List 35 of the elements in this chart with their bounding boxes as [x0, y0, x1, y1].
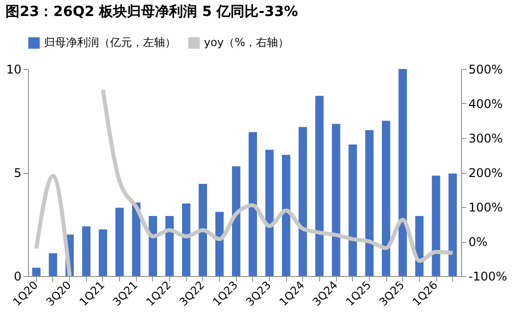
y2-tick-label: 0% — [468, 235, 488, 249]
bar — [248, 132, 257, 276]
bar — [398, 69, 407, 276]
chart-title: 图23：26Q2 板块归母净利润 5 亿同比-33% — [6, 3, 298, 20]
bar — [382, 120, 390, 276]
legend-label: yoy（%，右轴） — [204, 36, 290, 49]
bar — [432, 176, 440, 276]
bar — [148, 216, 158, 276]
bar — [115, 208, 124, 276]
y2-tick-label: -100% — [468, 270, 508, 284]
bar — [332, 124, 340, 276]
bar — [265, 150, 274, 276]
bar — [365, 130, 374, 276]
bar — [298, 126, 307, 276]
bar — [82, 226, 90, 276]
y2-tick-label: 400% — [468, 97, 503, 111]
y2-tick-label: 200% — [468, 166, 503, 180]
y-tick-label: 5 — [14, 166, 22, 180]
bar — [98, 229, 108, 276]
bar — [132, 202, 140, 276]
y-tick-label: 0 — [14, 270, 22, 284]
legend-label: 归母净利润（亿元，左轴） — [44, 36, 176, 49]
bar — [182, 204, 190, 276]
bar — [282, 154, 290, 276]
y2-tick-label: 100% — [468, 200, 503, 214]
bar — [198, 184, 208, 276]
bar — [48, 253, 58, 276]
bar — [348, 144, 357, 276]
bar — [448, 174, 457, 276]
bar — [315, 96, 324, 276]
bar — [232, 166, 240, 276]
y-tick-label: 10 — [6, 62, 22, 76]
bar — [32, 268, 40, 276]
y2-tick-label: 500% — [468, 62, 503, 76]
y2-tick-label: 300% — [468, 132, 503, 146]
